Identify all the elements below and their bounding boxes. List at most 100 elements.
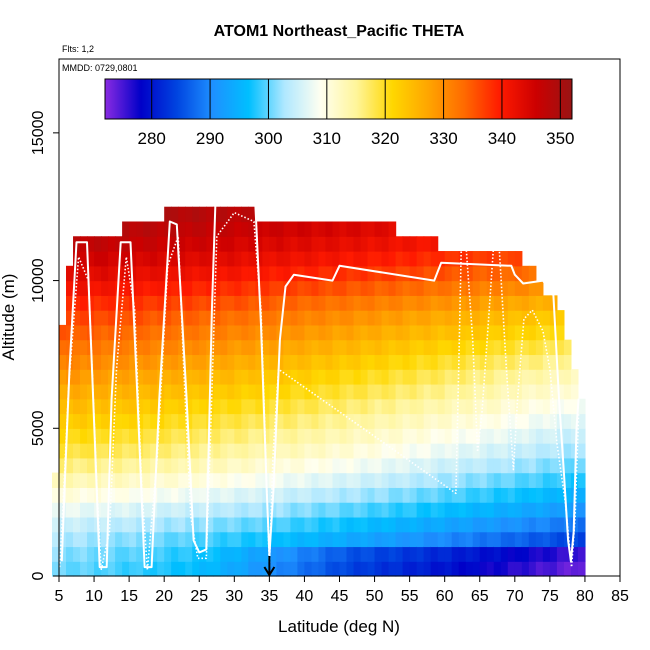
heat-cell xyxy=(493,546,502,562)
heat-cell xyxy=(325,295,334,311)
heat-cell xyxy=(122,516,130,533)
heat-cell xyxy=(241,383,249,400)
heat-cell xyxy=(570,398,579,415)
heat-cell xyxy=(346,531,355,548)
heat-cell xyxy=(66,487,74,503)
heat-cell xyxy=(409,354,418,370)
heat-cell xyxy=(339,502,348,518)
heat-cell xyxy=(388,354,397,370)
heat-cell xyxy=(220,487,228,503)
colorbar-tick-label: 280 xyxy=(138,129,166,148)
heat-cell xyxy=(255,546,263,562)
heat-cell xyxy=(465,413,474,429)
heat-cell xyxy=(514,265,523,282)
heat-cell xyxy=(101,339,109,356)
heat-cell xyxy=(276,354,284,370)
heat-cell xyxy=(402,457,411,474)
heat-cell xyxy=(248,398,256,415)
heat-cell xyxy=(465,472,474,488)
heat-cell xyxy=(164,516,172,533)
heat-cell xyxy=(122,413,130,429)
heat-cell xyxy=(353,265,362,282)
heat-cell xyxy=(318,354,327,370)
heat-cell xyxy=(416,516,425,533)
heat-cell xyxy=(409,324,418,341)
heat-cell xyxy=(73,339,81,356)
heat-cell xyxy=(472,369,481,385)
heat-cell xyxy=(507,546,516,562)
heat-cell xyxy=(395,398,404,415)
heat-cell xyxy=(493,487,502,503)
heat-cell xyxy=(381,413,390,429)
heat-cell xyxy=(157,383,165,400)
heat-cell xyxy=(262,428,270,444)
heat-cell xyxy=(430,354,439,370)
heat-cell xyxy=(157,236,165,252)
heat-cell xyxy=(332,472,341,488)
heat-cell xyxy=(59,457,67,474)
heat-cell xyxy=(73,561,81,577)
heat-cell xyxy=(528,265,537,282)
heat-cell xyxy=(332,354,341,370)
heat-cell xyxy=(157,531,165,548)
heat-cell xyxy=(444,546,453,562)
heat-cell xyxy=(325,280,334,296)
heat-cell xyxy=(87,502,95,518)
heat-cell xyxy=(542,502,551,518)
heat-cell xyxy=(213,251,221,267)
heat-cell xyxy=(402,369,411,385)
heat-cell xyxy=(444,265,453,282)
heat-cell xyxy=(360,310,369,326)
heat-cell xyxy=(381,457,390,474)
heat-cell xyxy=(304,221,313,237)
heat-cell xyxy=(409,487,418,503)
heat-cell xyxy=(297,265,306,282)
heat-cell xyxy=(283,236,292,252)
heat-cell xyxy=(66,280,74,296)
heat-cell xyxy=(73,531,81,548)
heat-cell xyxy=(248,354,256,370)
heat-cell xyxy=(164,472,172,488)
heat-cell xyxy=(535,413,544,429)
heat-cell xyxy=(311,502,320,518)
heat-cell xyxy=(108,339,116,356)
heat-cell xyxy=(542,487,551,503)
heat-cell xyxy=(549,383,558,400)
x-tick-label: 60 xyxy=(436,588,454,605)
heat-cell xyxy=(458,383,467,400)
heat-cell xyxy=(430,236,439,252)
heat-cell xyxy=(528,295,537,311)
heat-cell xyxy=(115,531,123,548)
heat-cell xyxy=(542,398,551,415)
heat-cell xyxy=(241,561,249,577)
heat-cell xyxy=(430,457,439,474)
heat-cell xyxy=(115,310,123,326)
heat-cell xyxy=(311,280,320,296)
heat-cell xyxy=(437,310,446,326)
heat-cell xyxy=(185,413,193,429)
heat-cell xyxy=(108,280,116,296)
heat-cell xyxy=(444,339,453,356)
heat-cell xyxy=(136,221,144,237)
heat-cell xyxy=(129,472,137,488)
heat-cell xyxy=(360,516,369,533)
heat-cell xyxy=(465,398,474,415)
heat-cell xyxy=(220,265,228,282)
heat-cell xyxy=(381,251,390,267)
heat-cell xyxy=(94,324,102,341)
heat-cell xyxy=(311,457,320,474)
heat-cell xyxy=(514,398,523,415)
heat-cell xyxy=(241,280,249,296)
heat-cell xyxy=(472,265,481,282)
heat-cell xyxy=(514,472,523,488)
heat-cell xyxy=(290,428,299,444)
heat-cell xyxy=(199,295,207,311)
heat-cell xyxy=(381,531,390,548)
heat-cell xyxy=(290,295,299,311)
heat-cell xyxy=(353,457,362,474)
heat-cell xyxy=(276,280,284,296)
heat-cell xyxy=(416,546,425,562)
heat-cell xyxy=(213,383,221,400)
heat-cell xyxy=(185,487,193,503)
heat-cell xyxy=(444,413,453,429)
